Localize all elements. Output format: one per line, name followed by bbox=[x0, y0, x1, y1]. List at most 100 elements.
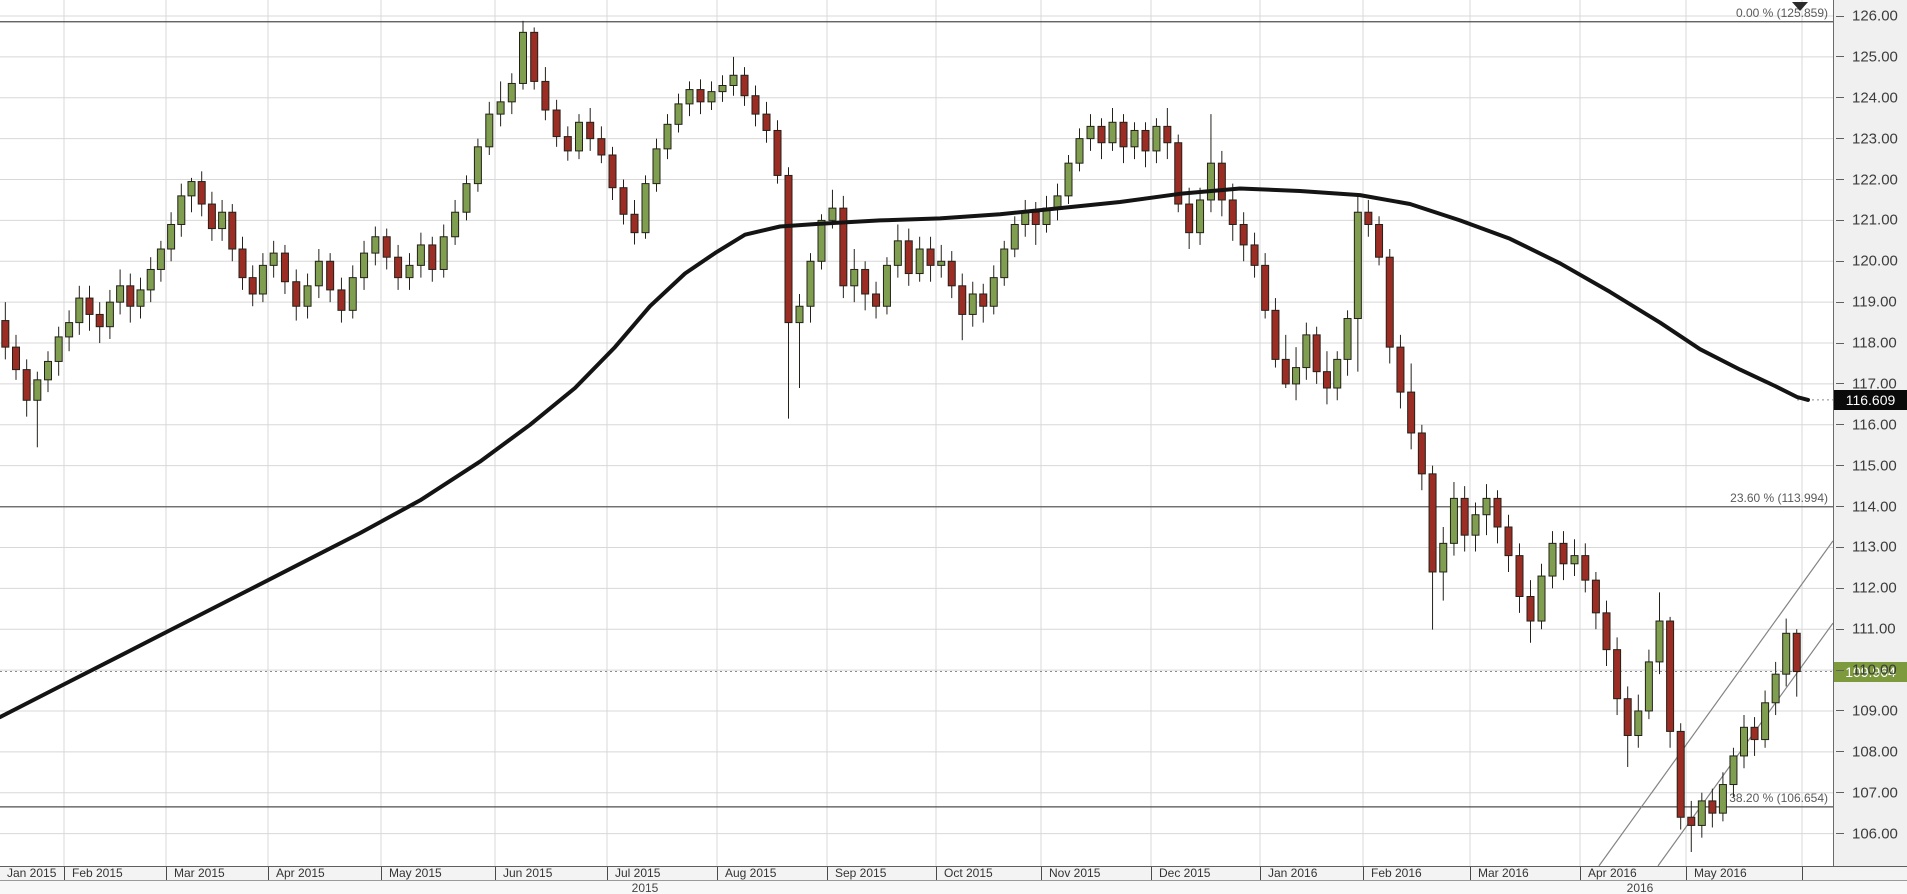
time-axis-year-label: 2016 bbox=[1626, 881, 1654, 894]
candle-down bbox=[382, 236, 391, 258]
candle-up bbox=[1021, 211, 1030, 225]
candle-down bbox=[1119, 121, 1128, 148]
time-axis[interactable]: Jan 2015 Feb 2015 Mar 2015 Apr 2015 May 2015… bbox=[0, 866, 1907, 894]
candle-up bbox=[1152, 125, 1161, 152]
candle-up bbox=[718, 84, 727, 93]
time-axis-month-label: Aug 2015 bbox=[725, 866, 777, 880]
candle-down bbox=[926, 248, 935, 266]
candle-up bbox=[65, 322, 74, 338]
candle-down bbox=[872, 293, 881, 307]
price-axis-tick bbox=[1836, 138, 1844, 140]
candle-down bbox=[1591, 579, 1600, 614]
candle-up bbox=[416, 244, 425, 266]
candle-down bbox=[1666, 620, 1675, 732]
candle-up bbox=[641, 183, 650, 234]
time-axis-month-label: Jan 2016 bbox=[1268, 866, 1318, 880]
candle-down bbox=[1364, 211, 1373, 225]
candle-up bbox=[795, 305, 804, 324]
time-axis-separator bbox=[717, 867, 718, 880]
candle-down bbox=[394, 256, 403, 279]
candle-down bbox=[1602, 612, 1611, 651]
price-axis-tick bbox=[1836, 15, 1844, 17]
candle-up bbox=[1761, 702, 1770, 741]
candle-down bbox=[740, 74, 749, 97]
candle-down bbox=[126, 285, 135, 307]
candle-up bbox=[1010, 223, 1019, 250]
candle-down bbox=[1185, 203, 1194, 234]
candle-down bbox=[1097, 125, 1106, 144]
candle-up bbox=[75, 297, 84, 324]
time-axis-separator bbox=[827, 867, 828, 880]
last-price-marker: 109.964 bbox=[1834, 661, 1907, 682]
candle-down bbox=[228, 211, 237, 250]
price-axis-label: 106.00 bbox=[1852, 825, 1898, 843]
candle-up bbox=[1718, 784, 1727, 814]
price-axis[interactable]: 116.609 109.964 126.00 125.00 124.00 123.00… bbox=[1834, 0, 1907, 866]
candle-up bbox=[685, 89, 694, 105]
candle-down bbox=[1163, 125, 1172, 144]
trend-channel-line[interactable] bbox=[1598, 540, 1834, 867]
time-axis-year-row: 2015 2016 bbox=[0, 881, 1907, 894]
candle-up bbox=[218, 211, 227, 230]
candle-up bbox=[1634, 710, 1643, 736]
candle-up bbox=[915, 248, 924, 275]
price-axis-label: 121.00 bbox=[1852, 211, 1898, 229]
time-axis-month-label: Oct 2015 bbox=[944, 866, 993, 880]
time-axis-month-label: Apr 2015 bbox=[276, 866, 325, 880]
candle-up bbox=[968, 293, 977, 315]
candle-down bbox=[95, 313, 104, 328]
candle-down bbox=[608, 154, 617, 189]
candle-up bbox=[1130, 129, 1139, 148]
candle-down bbox=[1613, 649, 1622, 700]
candle-down bbox=[979, 293, 988, 307]
time-axis-month-label: Nov 2015 bbox=[1049, 866, 1101, 880]
candle-up bbox=[1196, 199, 1205, 234]
candle-up bbox=[303, 285, 312, 307]
candle-up bbox=[893, 240, 902, 266]
price-axis-tick bbox=[1836, 792, 1844, 794]
candle-up bbox=[1644, 661, 1653, 712]
candle-up bbox=[806, 260, 815, 307]
candle-down bbox=[597, 138, 606, 156]
candle-up bbox=[707, 91, 716, 103]
price-axis-label: 124.00 bbox=[1852, 89, 1898, 107]
candle-up bbox=[44, 360, 52, 381]
candle-up bbox=[575, 121, 583, 152]
time-axis-month-label: Feb 2015 bbox=[72, 866, 123, 880]
time-axis-month-label: Jul 2015 bbox=[615, 866, 661, 880]
price-axis-tick bbox=[1836, 833, 1844, 835]
candle-up bbox=[1537, 575, 1546, 622]
candle-down bbox=[337, 289, 346, 311]
candle-up bbox=[1740, 726, 1748, 757]
moving-average-line[interactable] bbox=[0, 186, 1810, 720]
candle-down bbox=[1792, 632, 1801, 673]
top-triangle-marker bbox=[1792, 2, 1808, 11]
plot-area[interactable]: 0.00 % (125.859) 23.60 % (113.994) 38.20 %… bbox=[0, 0, 1834, 867]
candle-down bbox=[1623, 698, 1632, 736]
candle-down bbox=[292, 281, 301, 307]
candle-up bbox=[136, 289, 145, 307]
price-axis-label: 117.00 bbox=[1852, 375, 1897, 393]
candle-down bbox=[1217, 162, 1226, 201]
candlestick-plot[interactable]: 0.00 % (125.859) 23.60 % (113.994) 38.20 %… bbox=[0, 0, 1834, 867]
candle-down bbox=[207, 203, 216, 230]
price-axis-tick bbox=[1836, 383, 1844, 385]
candle-down bbox=[22, 369, 31, 401]
candle-up bbox=[1449, 497, 1458, 544]
candle-down bbox=[1526, 595, 1535, 622]
candle-down bbox=[1676, 730, 1685, 818]
candle-up bbox=[1108, 121, 1117, 144]
price-axis-label: 125.00 bbox=[1852, 48, 1898, 66]
price-axis-label: 111.00 bbox=[1852, 620, 1896, 638]
candles[interactable] bbox=[1, 20, 1801, 852]
time-axis-month-label: Dec 2015 bbox=[1159, 866, 1211, 880]
candle-down bbox=[1515, 555, 1524, 597]
candle-down bbox=[784, 174, 793, 324]
candle-up bbox=[663, 123, 672, 150]
time-axis-year-label: 2015 bbox=[631, 881, 659, 894]
price-axis-label: 119.00 bbox=[1852, 293, 1897, 311]
candle-up bbox=[507, 82, 516, 103]
price-axis-tick bbox=[1836, 179, 1844, 181]
price-axis-label: 126.00 bbox=[1852, 7, 1898, 25]
